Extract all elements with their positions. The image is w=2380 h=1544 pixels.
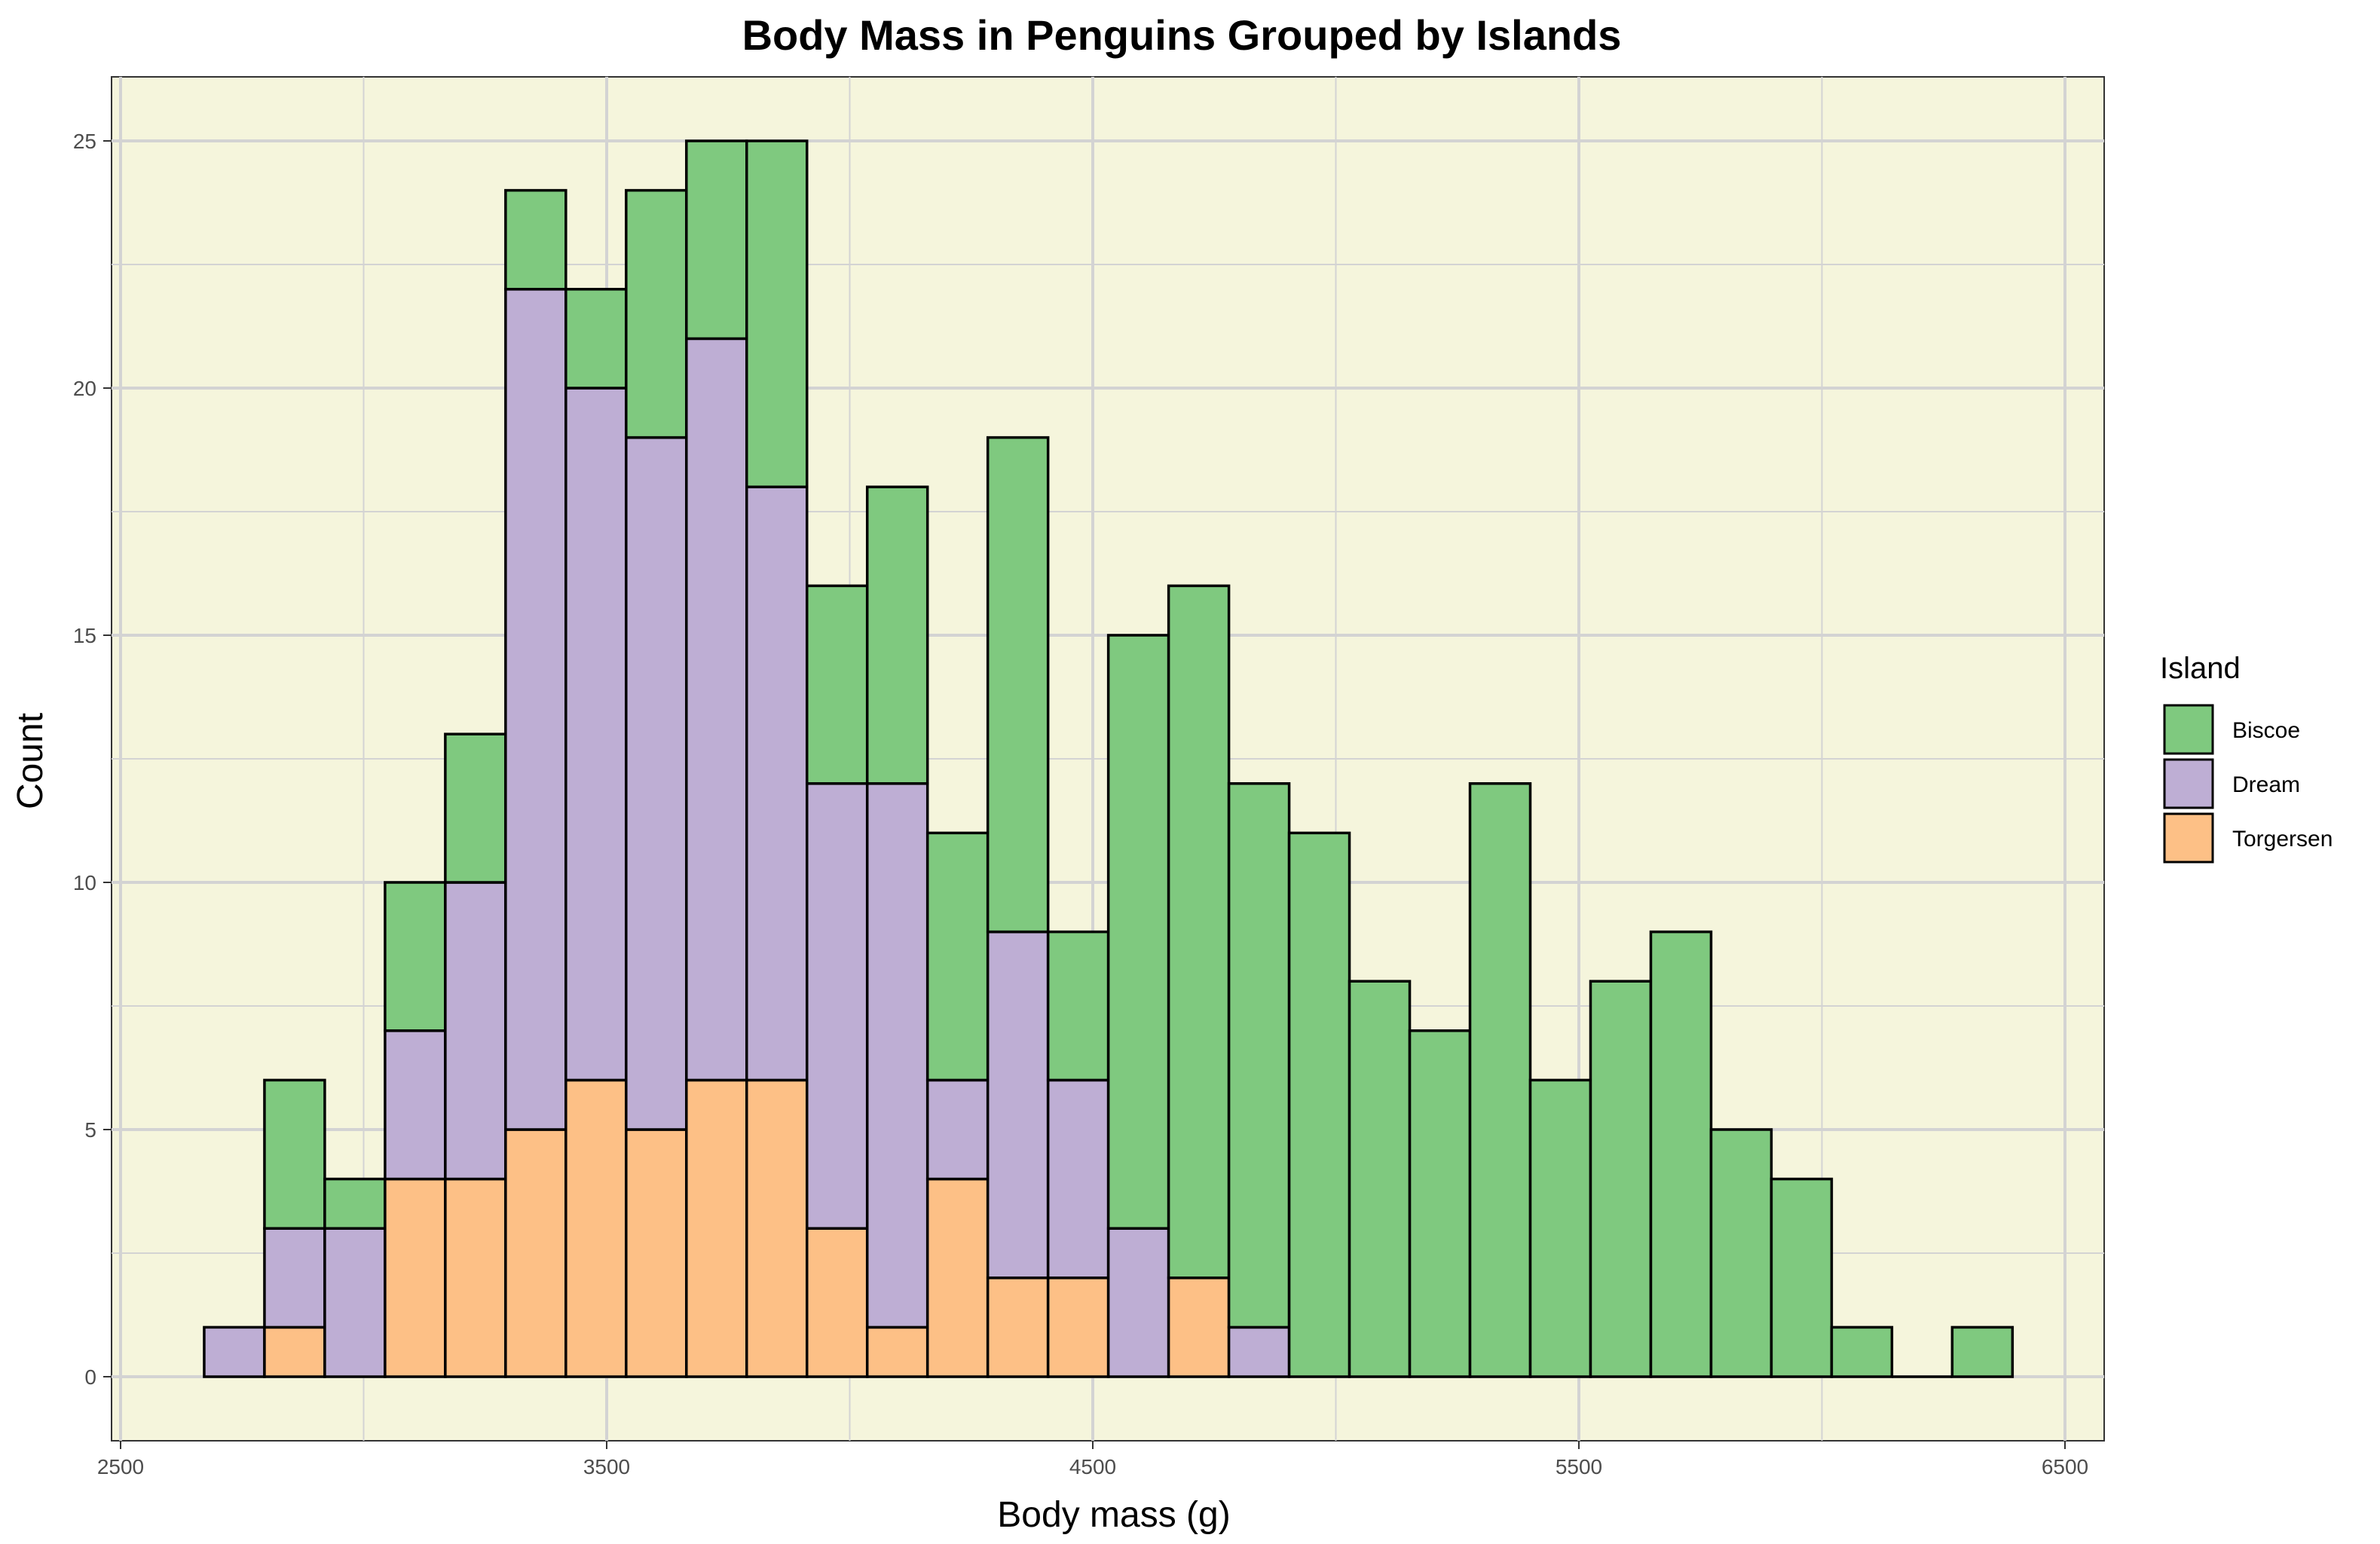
bar-torgersen bbox=[1046, 1276, 1110, 1378]
bar-dream bbox=[865, 782, 929, 1329]
bar-biscoe bbox=[1106, 634, 1170, 1230]
bar-torgersen bbox=[685, 1078, 748, 1378]
axes: 2500 3500 4500 5500 6500 0 5 10 15 20 25 bbox=[73, 130, 2088, 1478]
bar-biscoe bbox=[323, 1177, 387, 1230]
legend-label-torgersen: Torgersen bbox=[2232, 827, 2333, 851]
bar-biscoe bbox=[1528, 1078, 1592, 1378]
bar-torgersen bbox=[1167, 1276, 1231, 1378]
bar-dream bbox=[685, 337, 748, 1082]
x-tick-label: 6500 bbox=[2042, 1455, 2088, 1478]
legend-label-dream: Dream bbox=[2232, 772, 2300, 797]
bar-torgersen bbox=[504, 1128, 567, 1378]
bar-torgersen bbox=[805, 1227, 869, 1378]
legend-key-dream bbox=[2163, 758, 2214, 809]
bars bbox=[203, 139, 2014, 1378]
bar-dream bbox=[625, 436, 688, 1131]
bar-dream bbox=[203, 1325, 266, 1378]
bar-biscoe bbox=[1468, 782, 1532, 1378]
y-axis-title: Count bbox=[11, 713, 50, 809]
bar-biscoe bbox=[1709, 1128, 1773, 1378]
legend: Island Biscoe Dream Torgersen bbox=[2160, 652, 2333, 864]
bar-dream bbox=[805, 782, 869, 1230]
bar-torgersen bbox=[865, 1325, 929, 1378]
bar-dream bbox=[925, 1078, 990, 1181]
bar-biscoe bbox=[625, 188, 688, 439]
bar-torgersen bbox=[384, 1177, 447, 1378]
bar-biscoe bbox=[1589, 980, 1653, 1378]
bar-dream bbox=[444, 881, 507, 1181]
y-tick-label: 20 bbox=[73, 377, 96, 400]
bar-biscoe bbox=[1046, 930, 1110, 1082]
x-tick-label: 3500 bbox=[583, 1455, 630, 1478]
x-axis-title: Body mass (g) bbox=[997, 1495, 1230, 1535]
bar-dream bbox=[745, 485, 809, 1082]
y-tick-label: 15 bbox=[73, 624, 96, 647]
bar-torgersen bbox=[925, 1177, 990, 1378]
bar-dream bbox=[1106, 1227, 1170, 1378]
bar-torgersen bbox=[564, 1078, 628, 1378]
bar-dream bbox=[564, 387, 628, 1082]
bar-biscoe bbox=[1167, 584, 1231, 1280]
bar-biscoe bbox=[384, 881, 447, 1032]
bar-torgersen bbox=[263, 1325, 326, 1378]
y-tick-label: 0 bbox=[84, 1365, 96, 1389]
bar-dream bbox=[1046, 1078, 1110, 1280]
bar-dream bbox=[504, 288, 567, 1131]
legend-key-biscoe bbox=[2163, 704, 2214, 755]
bar-dream bbox=[1227, 1325, 1291, 1378]
bar-dream bbox=[384, 1029, 447, 1181]
bar-dream bbox=[986, 930, 1050, 1280]
bar-torgersen bbox=[444, 1177, 507, 1378]
bar-torgersen bbox=[745, 1078, 809, 1378]
legend-label-biscoe: Biscoe bbox=[2232, 718, 2300, 743]
y-tick-label: 5 bbox=[84, 1118, 96, 1142]
bar-biscoe bbox=[805, 584, 869, 785]
bar-biscoe bbox=[1408, 1029, 1472, 1378]
bar-biscoe bbox=[865, 485, 929, 785]
bar-biscoe bbox=[1950, 1325, 2014, 1378]
y-tick-label: 25 bbox=[73, 130, 96, 153]
bar-biscoe bbox=[745, 139, 809, 488]
bar-biscoe bbox=[685, 139, 748, 341]
chart-title: Body Mass in Penguins Grouped by Islands bbox=[742, 11, 1622, 59]
bar-biscoe bbox=[1287, 831, 1351, 1378]
x-tick-label: 4500 bbox=[1069, 1455, 1116, 1478]
bar-biscoe bbox=[504, 188, 567, 291]
bar-biscoe bbox=[1649, 930, 1713, 1378]
bar-biscoe bbox=[1227, 782, 1291, 1329]
legend-key-torgersen bbox=[2163, 812, 2214, 864]
x-tick-label: 5500 bbox=[1556, 1455, 1602, 1478]
bar-biscoe bbox=[564, 288, 628, 390]
bar-dream bbox=[263, 1227, 326, 1329]
bar-dream bbox=[323, 1227, 387, 1378]
legend-title: Island bbox=[2160, 652, 2241, 685]
x-tick-label: 2500 bbox=[97, 1455, 144, 1478]
bar-biscoe bbox=[1770, 1177, 1834, 1378]
bar-torgersen bbox=[625, 1128, 688, 1378]
bar-biscoe bbox=[986, 436, 1050, 934]
y-tick-label: 10 bbox=[73, 871, 96, 894]
bar-biscoe bbox=[1348, 980, 1412, 1378]
bar-biscoe bbox=[444, 732, 507, 884]
bar-torgersen bbox=[986, 1276, 1050, 1378]
bar-biscoe bbox=[263, 1078, 326, 1230]
bar-biscoe bbox=[1830, 1325, 1894, 1378]
bar-biscoe bbox=[925, 831, 990, 1082]
